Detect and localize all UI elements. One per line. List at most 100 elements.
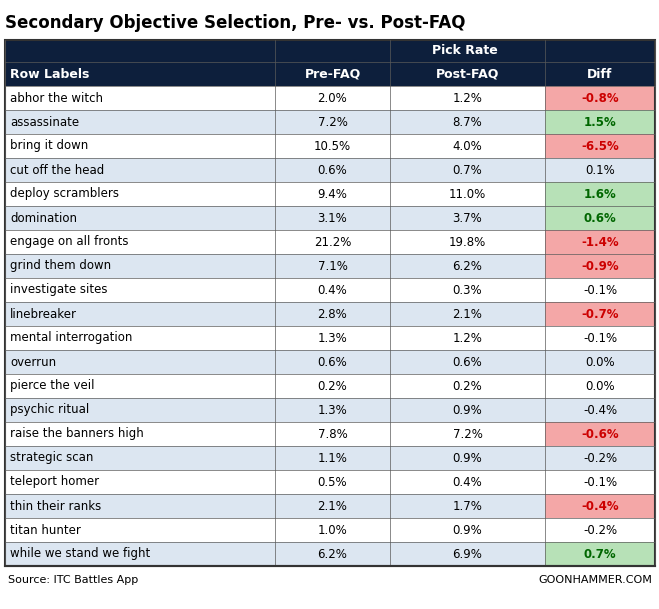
Text: 0.6%: 0.6% xyxy=(584,211,616,225)
Bar xyxy=(390,134,545,158)
Bar xyxy=(5,206,275,230)
Bar xyxy=(5,62,655,86)
Text: Pick Rate: Pick Rate xyxy=(432,44,498,57)
Bar xyxy=(5,86,275,110)
Bar xyxy=(545,350,655,374)
Text: 7.1%: 7.1% xyxy=(318,259,347,272)
Bar xyxy=(545,446,655,470)
Text: 0.9%: 0.9% xyxy=(453,524,482,537)
Text: thin their ranks: thin their ranks xyxy=(10,499,101,513)
Bar xyxy=(390,422,545,446)
Bar xyxy=(275,110,390,134)
Bar xyxy=(275,422,390,446)
Bar xyxy=(5,278,275,302)
Text: 4.0%: 4.0% xyxy=(453,139,482,152)
Text: 0.4%: 0.4% xyxy=(318,284,347,297)
Bar xyxy=(545,398,655,422)
Bar xyxy=(275,182,390,206)
Bar xyxy=(390,254,545,278)
Text: -0.1%: -0.1% xyxy=(583,284,617,297)
Text: -0.6%: -0.6% xyxy=(581,428,619,440)
Bar xyxy=(275,326,390,350)
Bar xyxy=(275,542,390,566)
Bar xyxy=(275,134,390,158)
Text: 9.4%: 9.4% xyxy=(318,188,347,200)
Bar xyxy=(275,158,390,182)
Text: 1.3%: 1.3% xyxy=(318,404,347,417)
Text: teleport homer: teleport homer xyxy=(10,476,99,488)
Bar xyxy=(5,470,275,494)
Text: 0.7%: 0.7% xyxy=(584,547,616,560)
Text: 1.2%: 1.2% xyxy=(453,331,482,345)
Text: 8.7%: 8.7% xyxy=(453,116,482,128)
Text: overrun: overrun xyxy=(10,356,56,368)
Text: -0.4%: -0.4% xyxy=(583,404,617,417)
Text: 0.0%: 0.0% xyxy=(585,379,615,392)
Text: 1.7%: 1.7% xyxy=(453,499,482,513)
Bar xyxy=(390,326,545,350)
Text: 0.1%: 0.1% xyxy=(585,163,615,177)
Text: grind them down: grind them down xyxy=(10,259,111,272)
Bar xyxy=(390,446,545,470)
Text: -0.9%: -0.9% xyxy=(581,259,619,272)
Bar xyxy=(5,40,655,62)
Text: -0.8%: -0.8% xyxy=(581,91,619,105)
Bar xyxy=(275,518,390,542)
Bar xyxy=(390,230,545,254)
Text: engage on all fronts: engage on all fronts xyxy=(10,236,129,248)
Text: psychic ritual: psychic ritual xyxy=(10,404,89,417)
Bar xyxy=(275,278,390,302)
Text: 0.2%: 0.2% xyxy=(453,379,482,392)
Text: -0.2%: -0.2% xyxy=(583,524,617,537)
Bar xyxy=(545,374,655,398)
Bar xyxy=(545,206,655,230)
Bar xyxy=(275,254,390,278)
Text: 0.7%: 0.7% xyxy=(453,163,482,177)
Text: 0.2%: 0.2% xyxy=(318,379,347,392)
Bar xyxy=(390,110,545,134)
Bar xyxy=(5,446,275,470)
Text: Row Labels: Row Labels xyxy=(10,68,90,80)
Bar xyxy=(5,134,275,158)
Text: 0.3%: 0.3% xyxy=(453,284,482,297)
Text: -0.2%: -0.2% xyxy=(583,451,617,465)
Bar xyxy=(545,518,655,542)
Bar xyxy=(275,470,390,494)
Text: 7.2%: 7.2% xyxy=(318,116,347,128)
Bar xyxy=(5,110,275,134)
Text: 1.5%: 1.5% xyxy=(584,116,616,128)
Text: GOONHAMMER.COM: GOONHAMMER.COM xyxy=(538,575,652,585)
Text: while we stand we fight: while we stand we fight xyxy=(10,547,150,560)
Bar xyxy=(390,542,545,566)
Text: Pre-FAQ: Pre-FAQ xyxy=(304,68,360,80)
Text: 1.3%: 1.3% xyxy=(318,331,347,345)
Text: 2.1%: 2.1% xyxy=(318,499,347,513)
Bar xyxy=(390,374,545,398)
Text: 6.2%: 6.2% xyxy=(453,259,482,272)
Bar xyxy=(5,302,275,326)
Bar xyxy=(545,230,655,254)
Text: -1.4%: -1.4% xyxy=(581,236,619,248)
Text: deploy scramblers: deploy scramblers xyxy=(10,188,119,200)
Bar xyxy=(5,518,275,542)
Bar xyxy=(545,86,655,110)
Text: mental interrogation: mental interrogation xyxy=(10,331,132,345)
Text: 1.6%: 1.6% xyxy=(584,188,616,200)
Text: 2.0%: 2.0% xyxy=(318,91,347,105)
Bar xyxy=(545,470,655,494)
Text: 1.0%: 1.0% xyxy=(318,524,347,537)
Text: 0.9%: 0.9% xyxy=(453,451,482,465)
Bar xyxy=(390,86,545,110)
Bar xyxy=(275,206,390,230)
Bar xyxy=(275,446,390,470)
Text: 2.8%: 2.8% xyxy=(318,308,347,320)
Bar xyxy=(545,182,655,206)
Bar xyxy=(5,374,275,398)
Text: abhor the witch: abhor the witch xyxy=(10,91,103,105)
Text: 6.9%: 6.9% xyxy=(453,547,482,560)
Text: cut off the head: cut off the head xyxy=(10,163,104,177)
Text: 0.0%: 0.0% xyxy=(585,356,615,368)
Text: -0.1%: -0.1% xyxy=(583,476,617,488)
Text: 7.2%: 7.2% xyxy=(453,428,482,440)
Text: 6.2%: 6.2% xyxy=(318,547,347,560)
